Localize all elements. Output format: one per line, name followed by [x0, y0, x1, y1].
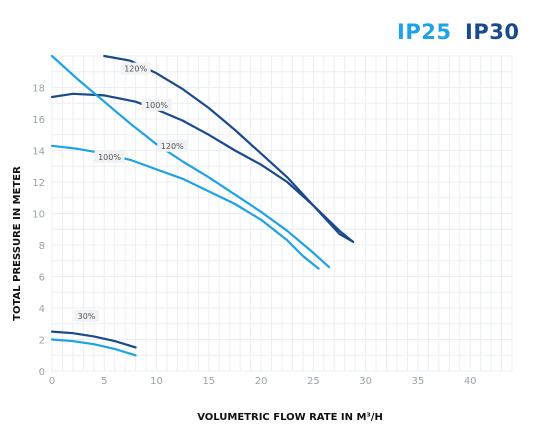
y-axis-title: TOTAL PRESSURE IN METER	[12, 166, 23, 321]
annotation-label: 30%	[78, 312, 96, 321]
y-tick-label: 10	[32, 210, 45, 221]
x-tick-label: 10	[150, 376, 163, 387]
annotation-box	[141, 98, 172, 111]
y-axis-ticks: 0 2 4 6 8 10 12 14 16 18	[32, 84, 45, 379]
series-line-ip25_30	[50, 338, 137, 357]
x-tick-label: 0	[49, 376, 55, 387]
ip30-legend-label: IP30	[465, 20, 520, 44]
y-tick-label: 0	[39, 367, 45, 378]
series-line-ip30_30	[50, 330, 137, 349]
x-axis-title: VOLUMETRIC FLOW RATE IN M³/H	[197, 412, 383, 423]
ip25-legend-label: IP25	[397, 20, 452, 44]
annotation-label: 120%	[161, 142, 184, 151]
x-tick-label: 5	[101, 376, 107, 387]
y-tick-label: 14	[32, 147, 45, 158]
y-tick-label: 8	[39, 241, 45, 252]
y-tick-label: 18	[32, 84, 45, 95]
y-tick-label: 6	[39, 273, 45, 284]
annotation-label: 100%	[98, 153, 121, 162]
chart-grid	[51, 55, 513, 372]
y-tick-label: 16	[32, 115, 45, 126]
annotation-label: 120%	[124, 65, 147, 74]
x-tick-label: 30	[359, 376, 372, 387]
y-tick-label: 2	[39, 336, 45, 347]
y-tick-label: 4	[39, 304, 45, 315]
annotation-box	[157, 139, 188, 152]
annotation-label: 100%	[145, 101, 168, 110]
annotation-box	[94, 150, 125, 163]
annotation-box	[120, 62, 151, 75]
series-line-ip25_120	[50, 54, 331, 269]
x-tick-label: 25	[307, 376, 320, 387]
annotation-box	[74, 309, 99, 322]
x-axis-ticks: 0 5 10 15 20 25 30 35 40	[49, 376, 477, 387]
chart-annotations: 120% 100% 120% 100% 30%	[74, 62, 188, 322]
x-tick-label: 40	[464, 376, 477, 387]
x-tick-label: 20	[255, 376, 268, 387]
series-line-ip30_100	[50, 92, 355, 243]
x-tick-label: 15	[202, 376, 215, 387]
x-tick-label: 35	[412, 376, 425, 387]
y-tick-label: 12	[32, 178, 45, 189]
